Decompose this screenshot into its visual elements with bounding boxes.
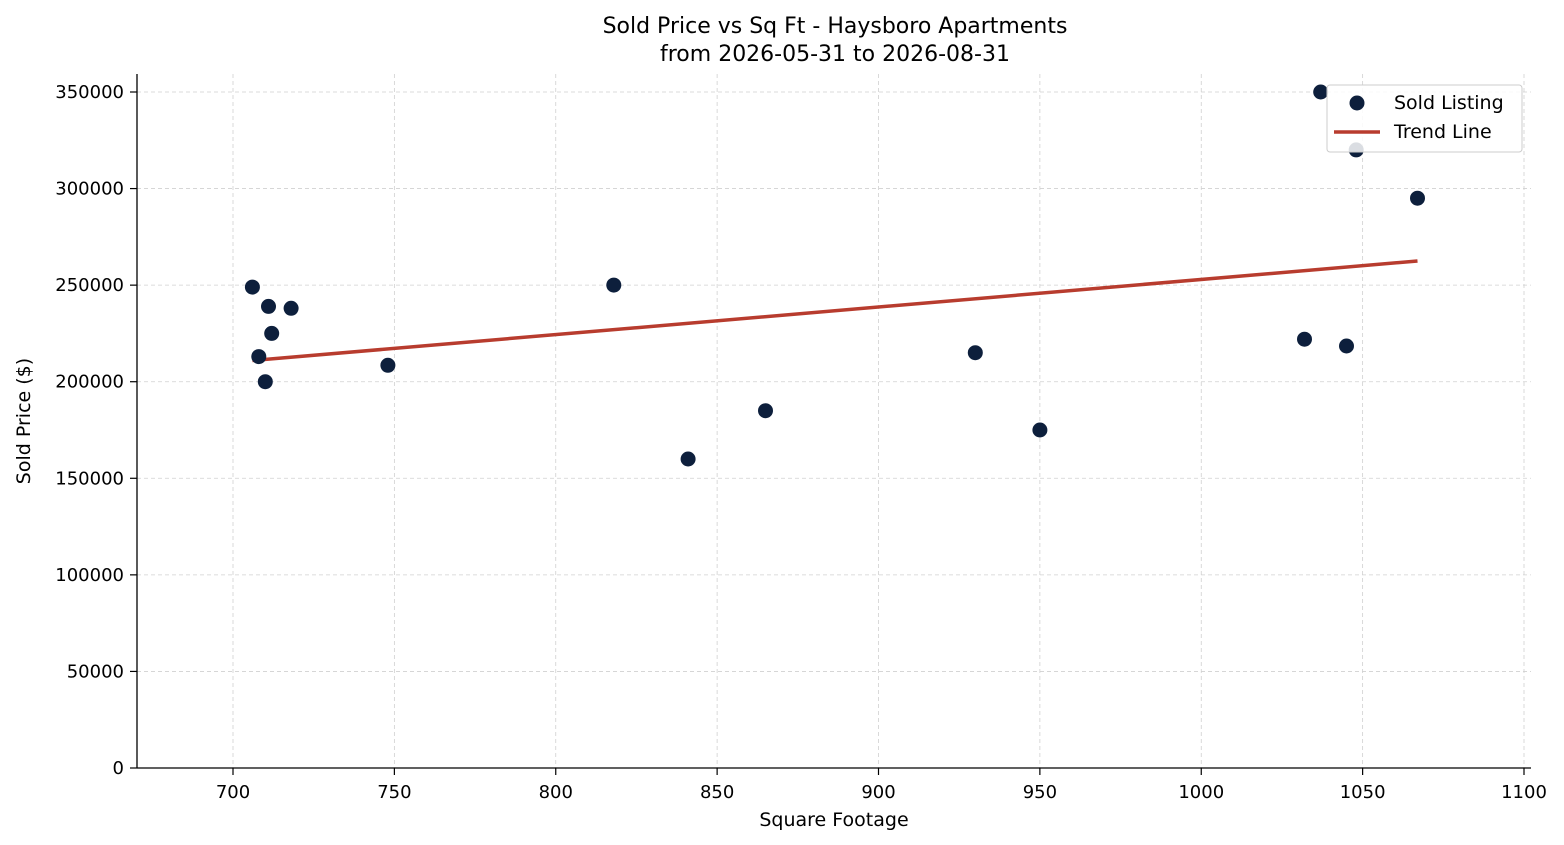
scatter-point-3	[261, 298, 276, 314]
scatter-point-5	[283, 300, 299, 316]
x-tick-label-900: 900	[861, 782, 895, 803]
y-tick-label-50000: 50000	[67, 661, 124, 682]
y-tick-label-300000: 300000	[55, 179, 124, 200]
x-axis-label: Square Footage	[759, 809, 908, 831]
x-tick-label-750: 750	[377, 782, 411, 803]
y-ticks: 0 50000 100000 150000 200000 250000 300000 3500…	[55, 82, 137, 779]
scatter-point-2	[257, 374, 273, 390]
x-tick-label-1000: 1000	[1178, 782, 1224, 803]
x-tick-label-950: 950	[1023, 782, 1057, 803]
legend-label-trend-line: Trend Line	[1393, 121, 1492, 143]
grid-lines	[137, 74, 1531, 768]
axes	[136, 74, 1531, 769]
trend-line	[252, 259, 1418, 363]
x-tick-label-1050: 1050	[1340, 782, 1386, 803]
scatter-point-8	[680, 451, 696, 467]
chart-subtitle: from 2026-05-31 to 2026-08-31	[660, 42, 1010, 67]
scatter-point-1	[251, 349, 267, 365]
legend-marker-sold-listing	[1349, 95, 1365, 111]
chart-title: Sold Price vs Sq Ft - Haysboro Apartment…	[603, 14, 1068, 39]
scatter-point-4	[264, 325, 280, 341]
scatter-point-0	[244, 279, 260, 295]
legend-box	[1326, 84, 1523, 153]
x-tick-label-700: 700	[216, 782, 250, 803]
y-tick-label-250000: 250000	[55, 275, 124, 296]
y-axis-label: Sold Price ($)	[13, 358, 35, 484]
x-tick-label-1100: 1100	[1501, 782, 1547, 803]
scatter-point-9	[758, 403, 773, 419]
y-tick-label-0: 0	[113, 758, 124, 779]
scatter-point-16	[1410, 190, 1425, 206]
scatter-point-7	[606, 277, 622, 293]
x-tick-label-850: 850	[700, 782, 734, 803]
scatter-point-6	[380, 357, 396, 373]
y-tick-label-100000: 100000	[55, 565, 124, 586]
scatter-point-10	[967, 345, 983, 361]
scatter-points	[244, 84, 1425, 467]
scatter-point-11	[1032, 422, 1048, 438]
x-ticks: 700 750 800 850 900 950 1000 1050 1100	[216, 768, 1547, 803]
scatter-point-12	[1297, 331, 1312, 347]
x-tick-label-800: 800	[539, 782, 573, 803]
scatter-point-13	[1313, 84, 1329, 100]
y-tick-label-150000: 150000	[55, 468, 124, 489]
scatter-point-14	[1339, 338, 1354, 354]
trend-line-layer	[252, 259, 1418, 363]
legend: Sold Listing Trend Line	[1326, 84, 1523, 153]
y-tick-label-200000: 200000	[55, 372, 124, 393]
y-tick-label-350000: 350000	[55, 82, 124, 103]
legend-label-sold-listing: Sold Listing	[1394, 92, 1504, 114]
